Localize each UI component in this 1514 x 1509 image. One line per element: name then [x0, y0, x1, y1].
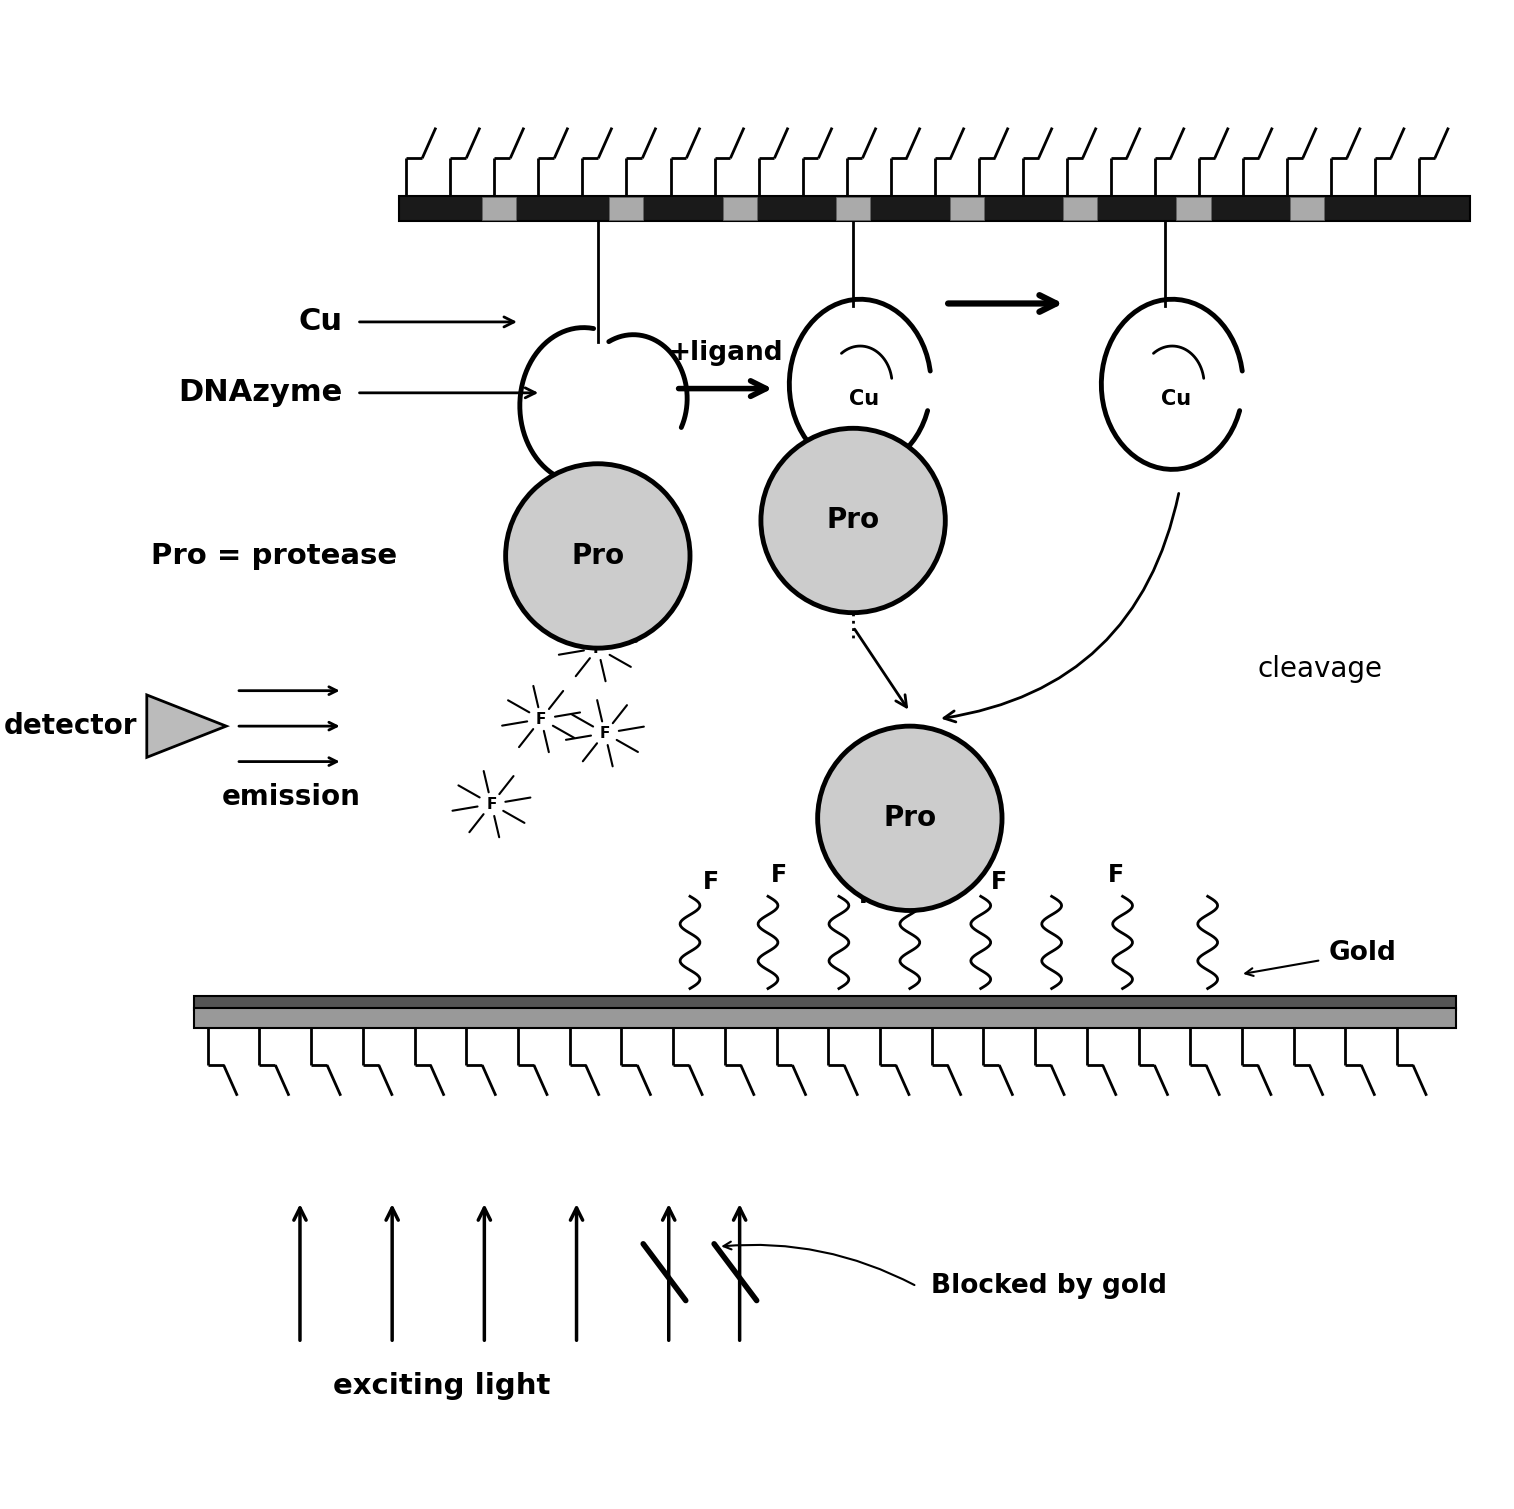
Text: Pro: Pro: [883, 804, 936, 833]
Text: cleavage: cleavage: [1257, 655, 1382, 684]
Text: Cu: Cu: [298, 308, 342, 337]
Text: F: F: [486, 797, 497, 812]
Bar: [722, 198, 757, 220]
Text: F: F: [771, 863, 787, 887]
Text: F: F: [600, 726, 610, 741]
Text: F: F: [860, 884, 875, 908]
Bar: [194, 1008, 1456, 1028]
Text: F: F: [1107, 863, 1123, 887]
Text: +ligand: +ligand: [668, 340, 783, 367]
Bar: [949, 198, 984, 220]
Text: detector: detector: [3, 712, 136, 739]
Text: Cu: Cu: [849, 388, 880, 409]
Text: Blocked by gold: Blocked by gold: [931, 1274, 1167, 1299]
Bar: [836, 198, 871, 220]
Bar: [1176, 198, 1211, 220]
Text: Pro: Pro: [571, 542, 624, 570]
Bar: [1290, 198, 1323, 220]
Text: Pro = protease: Pro = protease: [151, 542, 397, 570]
Text: emission: emission: [223, 783, 360, 810]
Circle shape: [506, 463, 690, 649]
Text: F: F: [992, 871, 1007, 895]
Text: Gold: Gold: [1328, 940, 1396, 966]
Bar: [1063, 198, 1098, 220]
Bar: [194, 996, 1456, 1010]
Text: Cu: Cu: [1161, 388, 1192, 409]
Circle shape: [762, 429, 945, 613]
Text: F: F: [592, 641, 603, 655]
Bar: [481, 198, 516, 220]
Text: Pro: Pro: [827, 507, 880, 534]
Bar: [609, 198, 643, 220]
Circle shape: [818, 726, 1002, 910]
Polygon shape: [147, 696, 226, 758]
Bar: [400, 196, 1470, 222]
Text: F: F: [702, 871, 719, 895]
Text: exciting light: exciting light: [333, 1372, 551, 1400]
Text: DNAzyme: DNAzyme: [179, 379, 342, 407]
Text: F: F: [536, 712, 547, 726]
